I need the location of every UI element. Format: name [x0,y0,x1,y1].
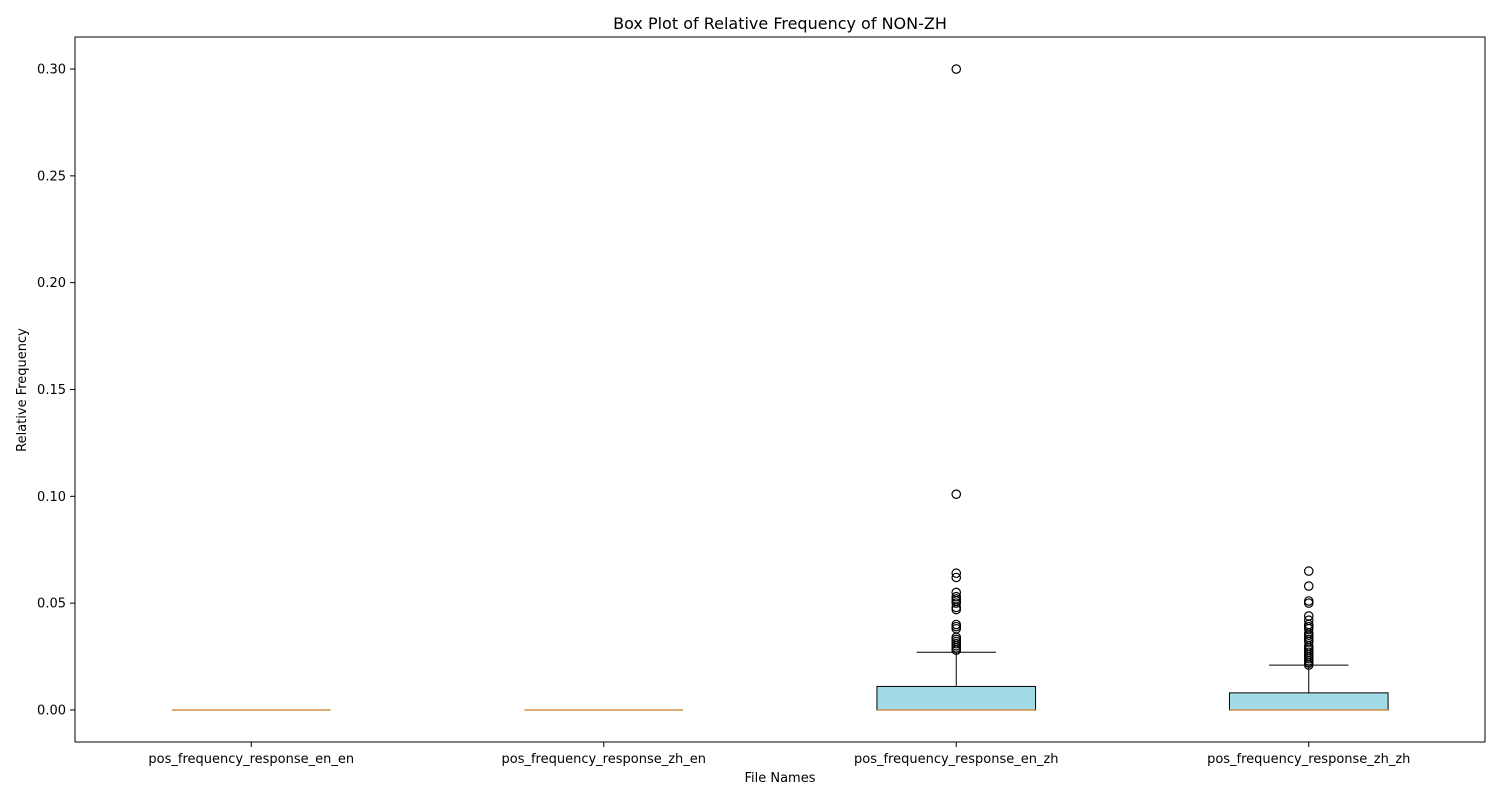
box [1228,692,1389,711]
y-axis-label: Relative Frequency [15,328,30,452]
y-tick-label: 0.05 [37,597,66,612]
x-tick-label: pos_frequency_response_en_zh [854,752,1059,767]
y-tick-label: 0.25 [37,169,66,184]
plot-frame [74,36,1486,743]
y-tick-label: 0.00 [37,703,66,718]
outlier-point [1303,598,1314,608]
y-tick-label: 0.15 [37,383,66,398]
outlier-point [1303,581,1314,591]
outlier-point [951,604,962,615]
outlier-point [951,489,962,499]
outlier-point [1303,660,1314,670]
outlier-point [951,598,962,608]
outlier-point [951,568,962,579]
y-tick-label: 0.10 [37,490,66,505]
y-tick-label: 0.30 [37,63,66,78]
y-tick-label: 0.20 [37,276,66,291]
outlier-point [951,572,962,583]
plot-area: 0.00 0.05 0.10 0.15 0.20 0.25 0.30 pos_frequenc… [37,36,1486,767]
box [876,685,1037,711]
x-tick-label: pos_frequency_response_zh_zh [1207,752,1410,767]
x-axis-label: File Names [744,771,815,786]
outlier-point [951,64,962,74]
outlier-point [951,645,962,655]
chart-title: Box Plot of Relative Frequency of NON-ZH [613,14,947,33]
x-tick-label: pos_frequency_response_zh_en [501,752,706,767]
outlier-point [1303,566,1314,576]
x-tick-label: pos_frequency_response_en_en [148,752,354,767]
